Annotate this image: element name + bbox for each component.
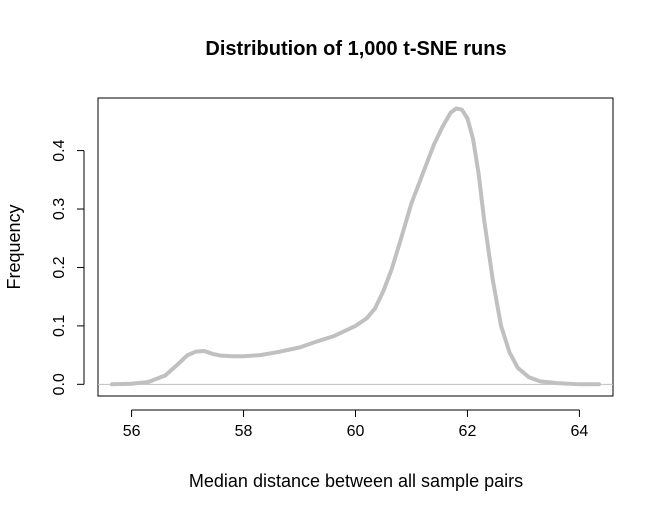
series-layer [109, 106, 602, 387]
x-tick-label: 60 [347, 423, 365, 440]
y-tick-label: 0.2 [51, 256, 68, 278]
y-tick-label: 0.0 [51, 373, 68, 395]
x-axis: 56 58 60 62 64 [123, 409, 589, 440]
x-axis-title: Median distance between all sample pairs [189, 471, 523, 491]
density-line [109, 106, 602, 387]
x-tick-label: 56 [123, 423, 141, 440]
chart-title: Distribution of 1,000 t-SNE runs [205, 38, 506, 60]
y-axis-title: Frequency [4, 204, 24, 289]
y-tick-label: 0.1 [51, 315, 68, 337]
x-tick-label: 58 [235, 423, 253, 440]
plot-frame [97, 97, 614, 397]
x-tick-label: 62 [459, 423, 477, 440]
y-tick-label: 0.3 [51, 198, 68, 220]
y-tick-label: 0.4 [51, 139, 68, 161]
x-tick-label: 64 [571, 423, 589, 440]
y-axis: 0.0 0.1 0.2 0.3 0.4 [51, 139, 85, 395]
